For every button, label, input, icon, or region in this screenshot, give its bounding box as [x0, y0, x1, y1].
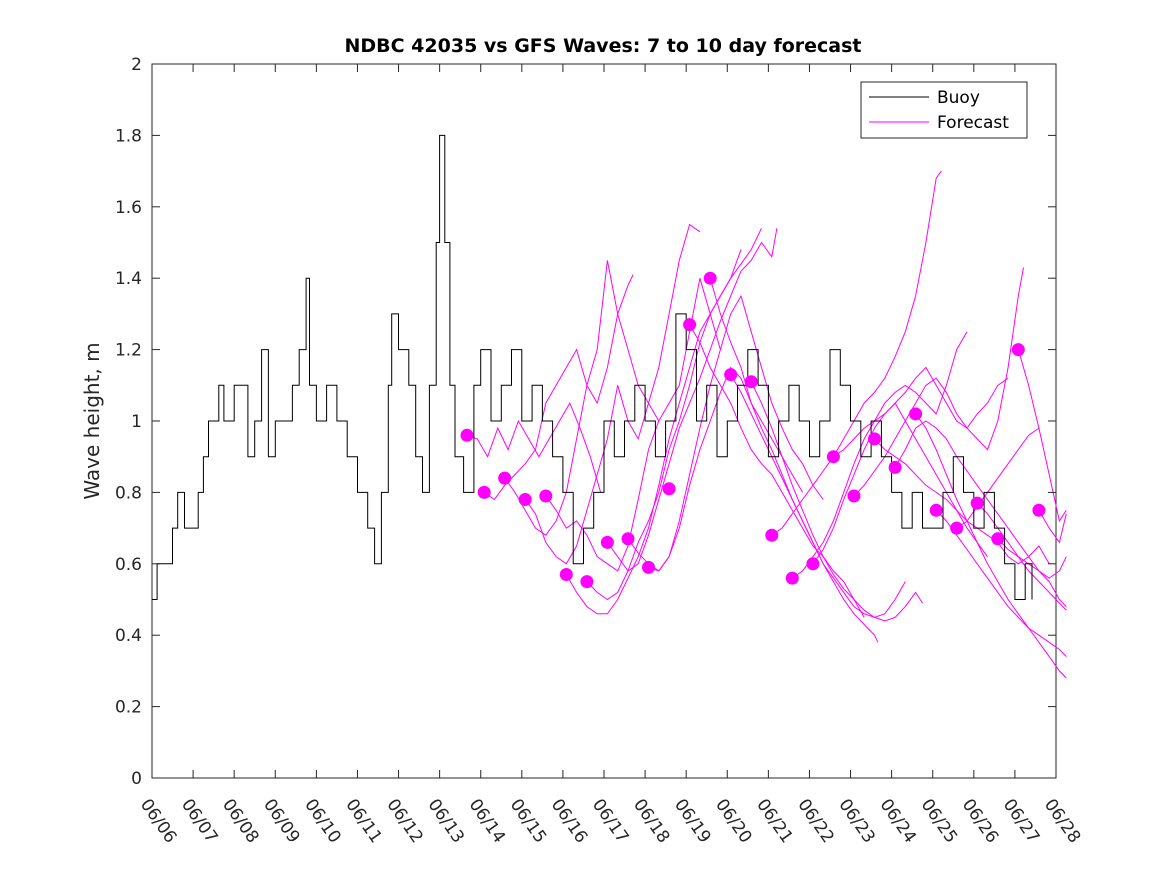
forecast-marker [806, 557, 820, 571]
forecast-marker [559, 568, 573, 581]
forecast-marker [888, 460, 902, 474]
legend-box [860, 81, 1028, 139]
y-tick-label: 2 [131, 55, 142, 75]
forecast-marker [929, 503, 943, 517]
forecast-marker [970, 496, 984, 510]
forecast-marker [785, 571, 799, 585]
forecast-marker [909, 407, 923, 421]
forecast-marker [950, 521, 964, 535]
forecast-marker [460, 428, 474, 442]
forecast-marker [1032, 503, 1046, 517]
legend: Buoy Forecast [860, 81, 1028, 139]
forecast-run-line [606, 228, 778, 572]
forecast-markers [460, 271, 1046, 589]
buoy-line [152, 134, 1033, 600]
forecast-run-line [730, 374, 906, 618]
forecast-run-line [915, 413, 1067, 679]
forecast-run-line [627, 366, 804, 572]
forecast-marker [703, 271, 717, 285]
forecast-marker [477, 485, 491, 499]
plot-area: 06/0606/0706/0806/0906/1006/1106/1206/13… [115, 55, 1084, 847]
forecast-marker [765, 528, 779, 542]
forecast-run-line [792, 331, 968, 579]
forecast-run-line [956, 427, 1040, 529]
forecast-run-line [504, 260, 660, 536]
y-tick-label: 1.2 [115, 341, 142, 361]
y-tick-label: 1.4 [115, 269, 142, 289]
forecast-run-line [524, 223, 701, 565]
forecast-marker [991, 532, 1005, 546]
forecast-run-line [976, 502, 1067, 611]
forecast-run-line [1038, 510, 1067, 544]
forecast-run-line [853, 267, 1024, 497]
forecast-marker [826, 450, 840, 464]
y-tick-label: 1 [131, 412, 142, 432]
forecast-marker [600, 535, 614, 549]
forecast-run-line [648, 294, 824, 572]
chart-title: NDBC 42035 vs GFS Waves: 7 to 10 day for… [344, 35, 861, 57]
forecast-marker [539, 489, 553, 503]
forecast-run-line [586, 227, 762, 601]
buoy-series-line [152, 134, 1033, 600]
forecast-run-line [997, 538, 1067, 579]
forecast-run-line [1017, 349, 1067, 523]
y-tick-label: 1.6 [115, 198, 142, 218]
forecast-run-line [935, 509, 1067, 657]
forecast-run-line [771, 170, 942, 536]
legend-forecast-label: Forecast [937, 113, 1009, 133]
y-tick-label: 0 [131, 769, 142, 789]
y-tick-label: 0.2 [115, 698, 142, 718]
legend-buoy-label: Buoy [937, 88, 980, 108]
forecast-marker [642, 560, 655, 574]
forecast-run-line [833, 366, 1009, 458]
forecast-marker [744, 375, 758, 389]
forecast-marker [580, 575, 594, 589]
forecast-marker [621, 532, 635, 546]
forecast-marker [662, 482, 676, 496]
forecast-marker [847, 489, 861, 503]
y-axis-label: Wave height, m [80, 342, 104, 499]
forecast-marker [1011, 343, 1025, 357]
forecast-run-line [750, 381, 923, 622]
forecast-run-line [689, 324, 865, 618]
forecast-marker [498, 471, 512, 485]
forecast-marker [724, 368, 738, 382]
forecast-lines [466, 170, 1067, 679]
y-tick-label: 0.4 [115, 626, 142, 646]
y-tick-label: 1.8 [115, 126, 142, 146]
forecast-marker [518, 493, 532, 506]
y-tick-label: 0.8 [115, 483, 142, 503]
forecast-run-line [812, 402, 988, 565]
forecast-run-line [874, 438, 1050, 565]
forecast-run-line [466, 401, 602, 493]
y-axis: 0 0.2 0.4 0.6 0.8 1 1.2 1.4 1.6 1.8 2 [115, 55, 1056, 789]
y-tick-label: 0.6 [115, 555, 142, 575]
forecast-marker [868, 432, 881, 446]
forecast-marker [683, 318, 697, 332]
